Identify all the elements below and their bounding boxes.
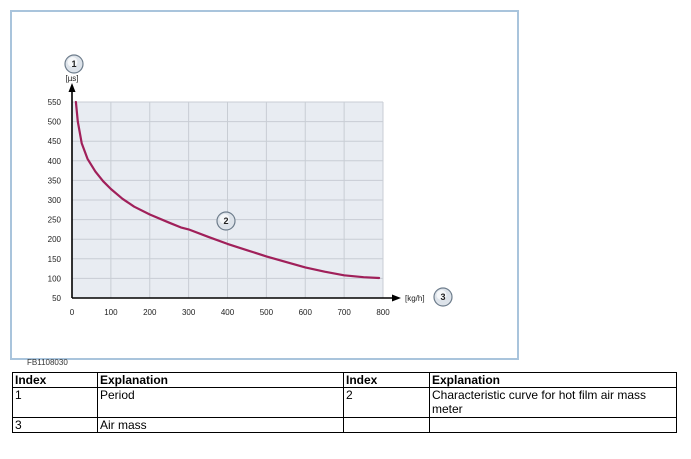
header-explanation-2: Explanation: [429, 372, 677, 388]
table-cell: 1: [12, 387, 98, 418]
svg-text:2: 2: [223, 216, 228, 226]
legend-table: Index Explanation Index Explanation 1 Pe…: [12, 372, 677, 433]
table-row: 3 Air mass: [12, 417, 677, 433]
table-cell: 3: [12, 417, 98, 433]
x-tick-label: 700: [337, 308, 351, 317]
x-tick-label: 800: [376, 308, 390, 317]
header-explanation-1: Explanation: [97, 372, 344, 388]
svg-text:1: 1: [71, 59, 76, 69]
air-mass-period-chart: 50 100 150 200 250 300 350 400 450 500 550 0 100 200 3…: [48, 54, 453, 317]
table-cell: Characteristic curve for hot film air ma…: [429, 387, 677, 418]
y-tick-label: 200: [48, 235, 62, 244]
svg-text:3: 3: [440, 292, 445, 302]
y-tick-label: 300: [48, 196, 62, 205]
figure-code: FB1108030: [27, 358, 68, 367]
table-cell: [343, 417, 430, 433]
callout-2-characteristic-curve: 2: [216, 211, 236, 231]
table-cell: [429, 417, 677, 433]
table-cell: 2: [343, 387, 430, 418]
x-axis-label: [kg/h]: [405, 294, 425, 303]
callout-3-air-mass: 3: [433, 287, 453, 307]
x-tick-label: 400: [221, 308, 235, 317]
y-tick-label: 350: [48, 176, 62, 185]
x-tick-label: 100: [104, 308, 118, 317]
table-header-row: Index Explanation Index Explanation: [12, 372, 677, 388]
x-tick-label: 200: [143, 308, 157, 317]
y-tick-label: 50: [52, 294, 61, 303]
y-tick-label: 400: [48, 157, 62, 166]
header-index-2: Index: [343, 372, 430, 388]
x-tick-label: 500: [260, 308, 274, 317]
characteristic-curve-line: [74, 100, 381, 280]
figure-frame: 50 100 150 200 250 300 350 400 450 500 550 0 100 200 3…: [10, 10, 519, 367]
callout-1-period: 1: [64, 54, 84, 74]
x-tick-label: 600: [299, 308, 313, 317]
x-tick-label: 0: [70, 308, 75, 317]
header-index-1: Index: [12, 372, 98, 388]
y-tick-label: 500: [48, 118, 62, 127]
y-tick-label: 550: [48, 98, 62, 107]
table-cell: Period: [97, 387, 344, 418]
y-tick-label: 250: [48, 216, 62, 225]
table-cell: Air mass: [97, 417, 344, 433]
x-axis-arrow: [392, 294, 401, 302]
table-row: 1 Period 2 Characteristic curve for hot …: [12, 387, 677, 418]
x-tick-label: 300: [182, 308, 196, 317]
y-tick-label: 150: [48, 255, 62, 264]
y-tick-label: 450: [48, 137, 62, 146]
y-axis-arrow: [68, 83, 76, 92]
y-tick-label: 100: [48, 274, 62, 283]
y-axis-label: [µs]: [65, 74, 78, 83]
